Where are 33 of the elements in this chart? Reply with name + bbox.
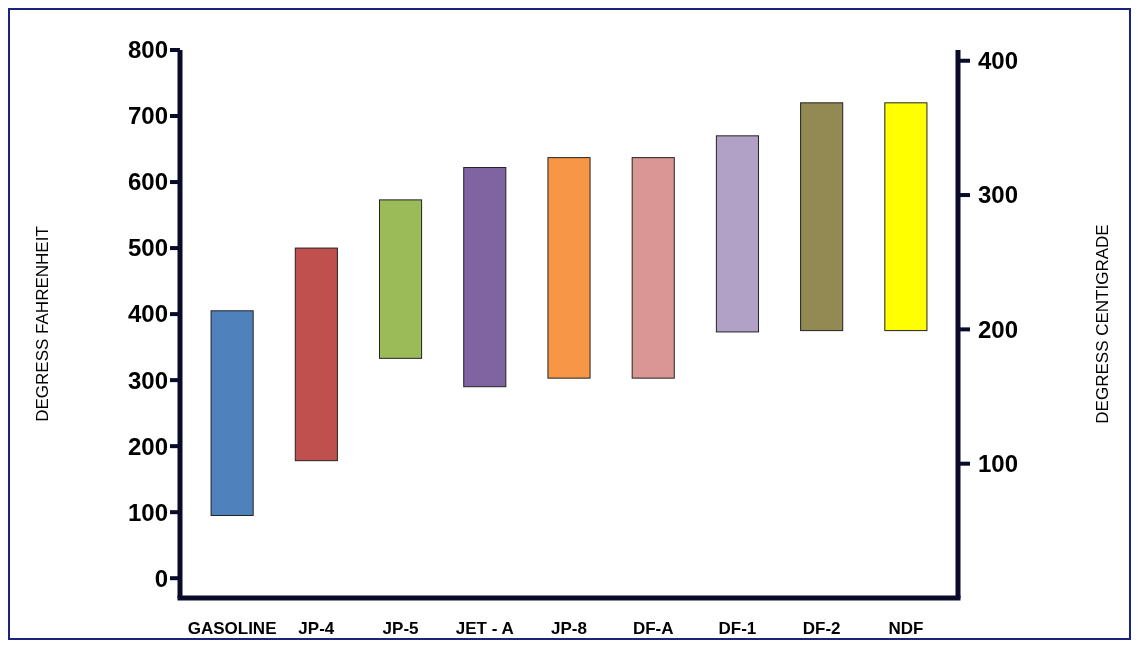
y-tick-label: 600 — [127, 168, 168, 196]
y-tick-label: 700 — [127, 102, 168, 130]
bar — [631, 157, 675, 379]
y2-tick-label: 400 — [978, 47, 1019, 75]
y-tick-label: 800 — [127, 36, 168, 64]
x-tick-label: JP-8 — [551, 619, 587, 638]
y-tick-label: 0 — [154, 564, 168, 592]
bar — [463, 167, 507, 388]
y-tick-label: 100 — [127, 498, 168, 526]
y-tick-label: 200 — [127, 432, 168, 460]
x-tick-label: JP-5 — [382, 619, 419, 638]
y-axis-title: DEGRESS FAHRENHEIT — [33, 226, 52, 422]
x-tick-label: DF-2 — [802, 619, 841, 638]
bar — [800, 102, 844, 332]
y-tick-label: 400 — [127, 300, 168, 328]
x-tick-label: JET - A — [455, 619, 514, 638]
y2-tick-label: 100 — [978, 450, 1019, 478]
bar — [547, 157, 591, 379]
y2-axis-title: DEGRESS CENTIGRADE — [1093, 224, 1112, 424]
bar — [210, 310, 254, 516]
y2-tick-label: 300 — [978, 181, 1019, 209]
bar — [379, 199, 423, 359]
x-tick-label: JP-4 — [298, 619, 335, 638]
bar — [884, 102, 928, 332]
y-tick-label: 500 — [127, 234, 168, 262]
x-tick-label: DF-A — [632, 619, 674, 638]
bar — [294, 247, 338, 462]
y-tick-label: 300 — [127, 366, 168, 394]
x-tick-label: DF-1 — [718, 619, 757, 638]
x-tick-label: GASOLINE — [187, 619, 277, 638]
bar — [715, 135, 759, 333]
x-tick-label: NDF — [888, 619, 924, 638]
y2-tick-label: 200 — [978, 315, 1019, 343]
